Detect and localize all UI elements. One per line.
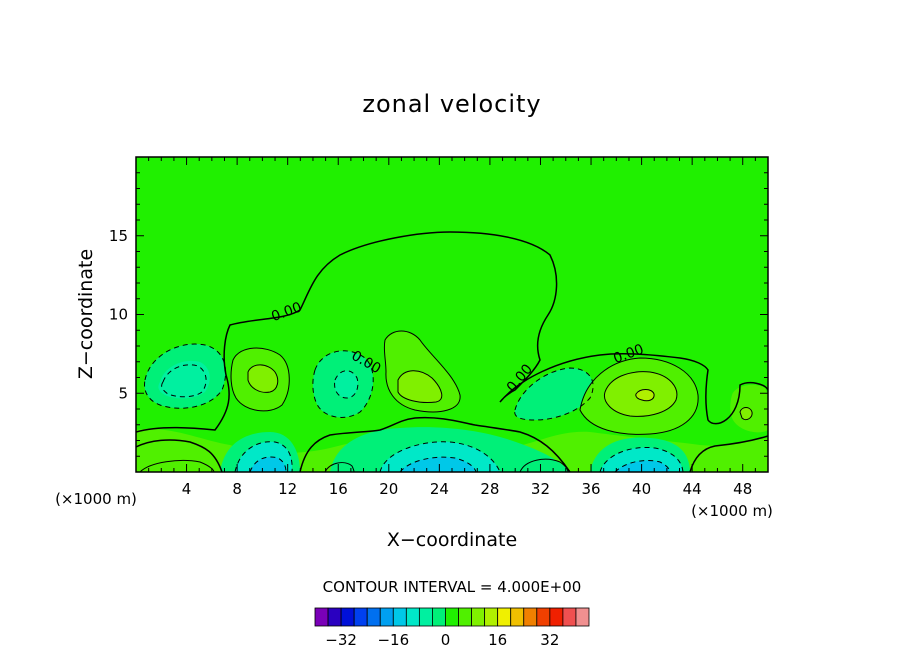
colorbar (314, 607, 590, 627)
colorbar-swatch (458, 607, 472, 627)
strong-negative-surface (250, 456, 670, 472)
colorbar-swatch (379, 607, 394, 627)
colorbar-tick-label: −32 (325, 631, 357, 649)
colorbar-swatch (575, 607, 590, 627)
colorbar-tick-labels: −32 −16 0 16 32 (325, 631, 559, 649)
x-tick-label: 20 (379, 480, 398, 498)
colorbar-tick-label: −16 (377, 631, 409, 649)
positive-contours (139, 330, 753, 472)
negative-cell-16-core (334, 370, 358, 398)
colorbar-swatch (418, 607, 433, 627)
colorbar-swatch (327, 607, 342, 627)
colorbar-swatch (432, 607, 446, 627)
colorbar-tick-label: 16 (488, 631, 507, 649)
chart-title: zonal velocity (362, 90, 541, 118)
colorbar-swatch (405, 607, 420, 627)
negative-core-surface (235, 441, 683, 472)
colorbar-swatch (510, 607, 525, 627)
colorbar-swatch (392, 607, 407, 627)
x-tick-label: 8 (232, 480, 242, 498)
colorbar-swatch (484, 607, 499, 627)
colorbar-tick-label: 0 (441, 631, 451, 649)
positive-cell-20-24-core (398, 370, 442, 403)
colorbar-swatch (314, 607, 329, 627)
x-tick-label: 12 (278, 480, 297, 498)
positive-cell-8-12-core (248, 364, 278, 393)
x-tick-label: 44 (683, 480, 702, 498)
x-axis-ticks: 4 8 12 16 20 24 28 32 36 40 44 48 (148, 157, 756, 498)
x-tick-label: 36 (581, 480, 600, 498)
x-tick-label: 4 (182, 480, 192, 498)
colorbar-swatch (536, 607, 551, 627)
x-tick-label: 24 (430, 480, 449, 498)
x-tick-label: 32 (531, 480, 550, 498)
x-unit-right: (×1000 m) (691, 502, 773, 520)
positive-cell-48-core (740, 407, 753, 420)
colorbar-swatch (471, 607, 486, 627)
x-tick-label: 48 (733, 480, 752, 498)
x-unit-left: (×1000 m) (55, 490, 137, 508)
y-tick-label: 10 (109, 306, 128, 324)
plot-area: 0.00 0.00 0.00 0.00 (136, 157, 768, 472)
y-tick-label: 5 (118, 384, 128, 402)
negative-cell-32 (514, 368, 594, 420)
negative-contours (144, 343, 684, 472)
y-axis-ticks: 5 10 15 (109, 172, 768, 457)
x-tick-label: 16 (329, 480, 348, 498)
colorbar-tick-label: 32 (540, 631, 559, 649)
colorbar-swatch (445, 607, 459, 627)
zero-contour (136, 231, 768, 472)
y-axis-label: Z−coordinate (75, 249, 97, 379)
colorbar-swatch (366, 607, 381, 627)
colorbar-swatch (549, 607, 564, 627)
x-tick-label: 28 (480, 480, 499, 498)
colorbar-swatch (340, 607, 355, 627)
positive-cell-40-core (635, 389, 655, 401)
x-axis-label: X−coordinate (387, 529, 517, 551)
x-tick-label: 40 (632, 480, 651, 498)
colorbar-swatch (523, 607, 538, 627)
colorbar-swatch (497, 607, 512, 627)
y-tick-label: 15 (109, 227, 128, 245)
colorbar-swatch (353, 607, 368, 627)
colorbar-swatch (562, 607, 577, 627)
contour-interval-text: CONTOUR INTERVAL = 4.000E+00 (323, 578, 582, 596)
negative-cell-left-core (158, 360, 210, 399)
